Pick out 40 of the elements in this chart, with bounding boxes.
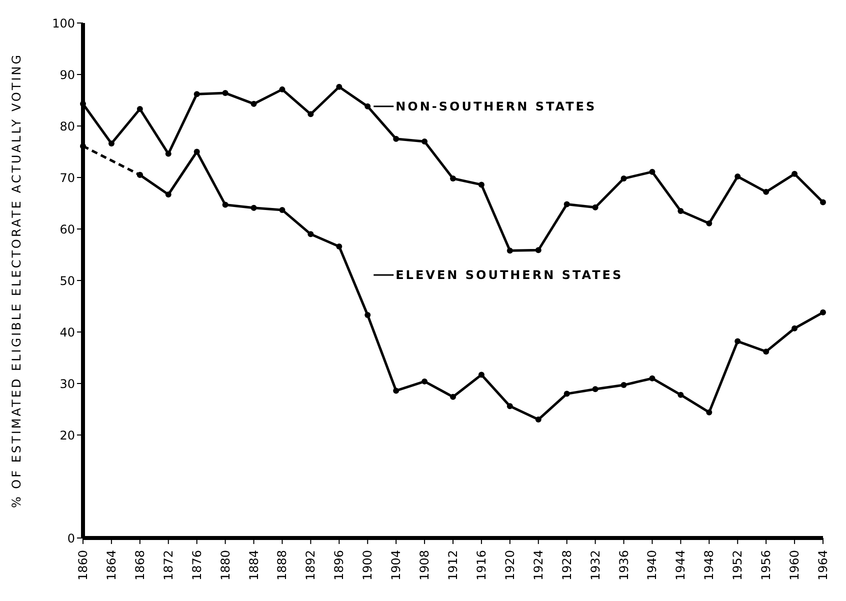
legend-label: ELEVEN SOUTHERN STATES	[396, 268, 624, 282]
x-tick-label: 1956	[759, 550, 774, 581]
y-tick-label: 20	[60, 428, 75, 442]
y-tick-label: 40	[60, 325, 75, 340]
x-tick-label: 1868	[132, 550, 147, 581]
x-tick-label: 1872	[161, 550, 176, 581]
x-tick-label: 1932	[588, 550, 602, 581]
x-tick-label: 1920	[502, 550, 517, 581]
x-tick-label: 1960	[788, 550, 802, 581]
x-tick-label: 1940	[645, 550, 660, 581]
y-tick-label: 30	[60, 376, 75, 391]
x-tick-label: 1948	[702, 550, 716, 581]
x-tick-label: 1912	[446, 550, 460, 581]
x-tick-label: 1892	[304, 550, 318, 581]
legend-label: NON-SOUTHERN STATES	[396, 99, 597, 114]
x-tick-label: 1884	[246, 550, 261, 581]
x-tick-label: 1876	[190, 550, 204, 581]
y-tick-label: 50	[60, 274, 75, 288]
x-tick-label: 1896	[332, 550, 346, 581]
x-tick-label: 1952	[730, 550, 745, 581]
y-tick-label: 70	[60, 170, 75, 185]
x-tick-label: 1888	[275, 550, 290, 581]
y-axis-title: % OF ESTIMATED ELIGIBLE ELECTORATE ACTUALLY VOTING	[9, 52, 24, 508]
x-tick-label: 1924	[531, 550, 546, 581]
y-tick-label: 0	[67, 531, 75, 546]
y-tick-label: 80	[60, 119, 75, 134]
y-tick-label: 100	[52, 16, 75, 30]
y-tick-label: 60	[60, 222, 75, 236]
x-tick-label: 1864	[104, 550, 118, 581]
x-tick-label: 1860	[76, 550, 90, 581]
x-tick-label: 1928	[560, 550, 574, 581]
x-tick-label: 1904	[389, 550, 404, 581]
y-tick-label: 90	[60, 68, 75, 82]
x-tick-label: 1900	[360, 550, 375, 581]
x-tick-label: 1964	[816, 550, 830, 581]
x-tick-label: 1908	[418, 550, 432, 581]
x-tick-label: 1936	[616, 550, 631, 581]
x-tick-label: 1880	[218, 550, 232, 581]
x-tick-label: 1944	[674, 550, 688, 581]
x-tick-label: 1916	[474, 550, 488, 581]
